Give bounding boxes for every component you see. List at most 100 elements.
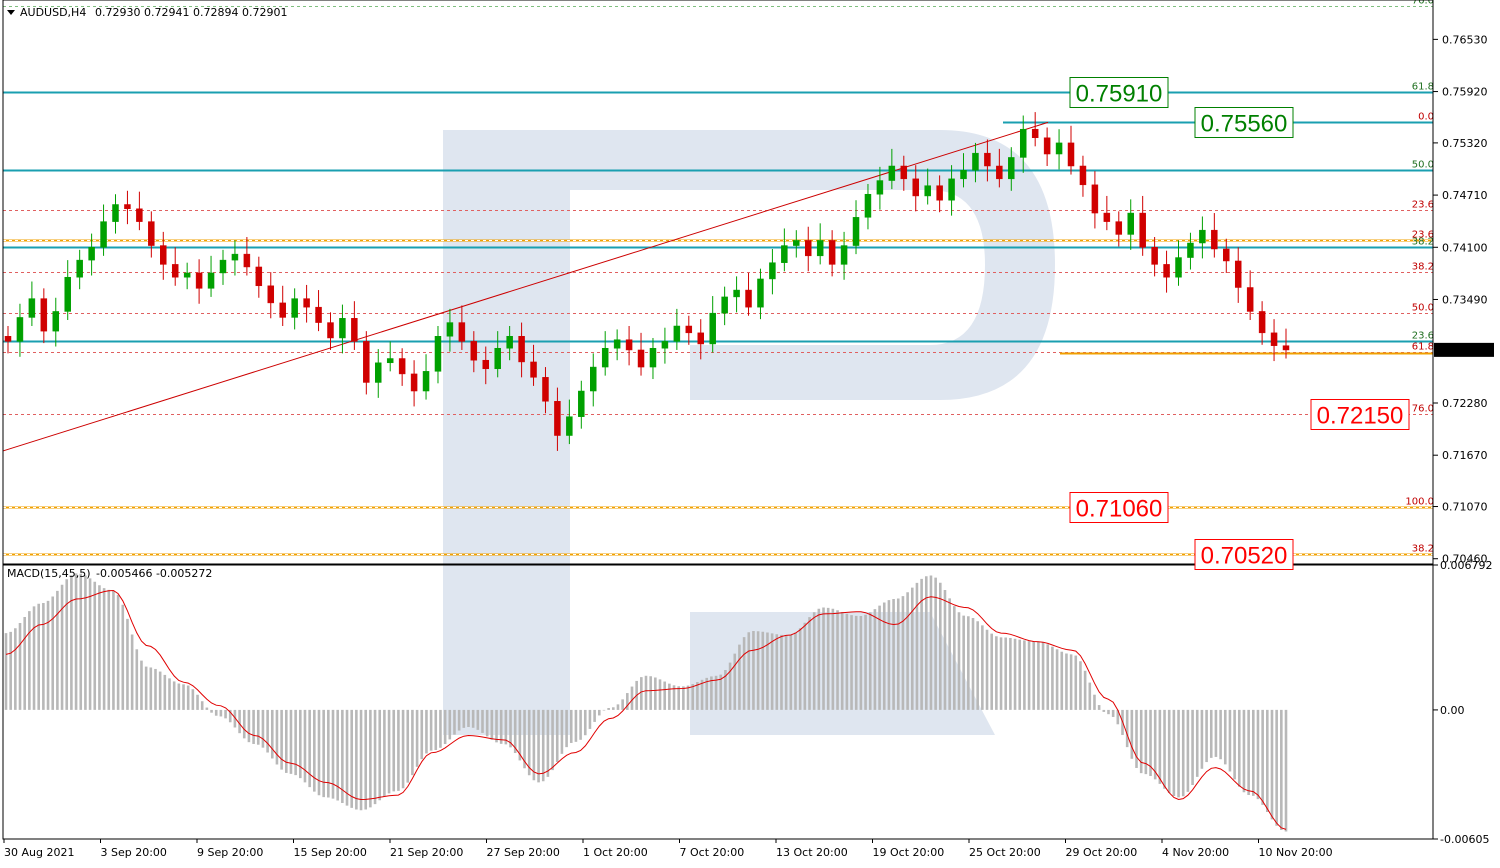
dropdown-icon[interactable]: [7, 10, 15, 15]
candle: [948, 165, 955, 216]
candle-body: [1139, 212, 1146, 248]
candle-body: [1223, 248, 1230, 262]
candle-body: [1151, 247, 1158, 265]
time-tick-label: 9 Sep 20:00: [197, 846, 263, 859]
price-axis: 0.76530 0.75920 0.75320 0.74710 0.74100 0.734…: [1433, 33, 1493, 846]
price-tick-label: 0.74710: [1442, 189, 1488, 202]
candle: [590, 353, 597, 407]
candle-body: [100, 221, 107, 248]
candle: [1187, 232, 1194, 270]
candle-body: [685, 325, 693, 334]
candle-body: [40, 298, 48, 332]
candle-body: [183, 272, 191, 278]
candle-body: [745, 289, 752, 308]
candle: [434, 325, 442, 384]
candle-body: [124, 204, 131, 210]
candle-body: [482, 359, 490, 370]
candle-body: [28, 298, 36, 318]
candle: [745, 272, 752, 316]
candle: [816, 223, 824, 265]
candle: [16, 303, 24, 357]
candle-body: [327, 322, 334, 339]
candle: [315, 290, 322, 332]
candle: [279, 285, 286, 326]
candle: [195, 259, 203, 304]
candle-body: [996, 165, 1003, 180]
candle: [231, 240, 239, 276]
candle-body: [16, 317, 24, 342]
candle: [1067, 125, 1075, 175]
candle-body: [793, 240, 800, 246]
candle-body: [530, 361, 537, 378]
price-tick-label: 0.72280: [1442, 397, 1488, 410]
candle: [1163, 250, 1170, 293]
candle-body: [1079, 165, 1087, 186]
level-box-value: 0.71060: [1076, 496, 1163, 523]
level-box-frame: [1310, 399, 1410, 430]
candle: [1211, 213, 1218, 258]
fib-level-label: 38.2: [1412, 237, 1434, 248]
candle: [864, 183, 872, 230]
candle: [1234, 247, 1242, 303]
time-axis: 30 Aug 2021 3 Sep 20:00 9 Sep 20:00 15 Sep …: [3, 839, 1333, 859]
candle-body: [171, 264, 179, 278]
candle-body: [578, 390, 585, 417]
fib-level-label: 76.0: [1412, 0, 1434, 7]
candle-body: [1043, 137, 1051, 155]
candle-body: [721, 296, 728, 314]
candle: [1103, 195, 1111, 231]
candle: [554, 387, 561, 451]
candle: [840, 231, 848, 280]
current-price-tag: 0.72901: [1434, 342, 1494, 357]
candle: [124, 190, 131, 225]
fib-level-label: 38.2: [1412, 544, 1434, 555]
time-tick-label: 3 Sep 20:00: [101, 846, 167, 859]
macd-tick-label: 0.00: [1440, 704, 1465, 717]
candle-body: [697, 332, 704, 345]
fib-level-label: 50.0: [1412, 160, 1434, 171]
candle: [40, 288, 48, 344]
candle-body: [1115, 221, 1123, 235]
candle: [375, 349, 382, 398]
symbol-label: AUDUSD,H4: [20, 6, 86, 19]
candles: [4, 112, 1290, 451]
level-box: 0.72150: [1310, 399, 1410, 430]
candle: [398, 348, 406, 386]
candle: [160, 231, 167, 280]
candle-body: [255, 266, 263, 287]
candle: [267, 272, 275, 319]
watermark-shape-top: [443, 130, 1055, 735]
fib-level-label: 76.0: [1412, 404, 1434, 415]
candle: [1055, 129, 1063, 170]
candle-body: [972, 152, 979, 171]
candle-body: [470, 341, 478, 361]
candle: [1031, 112, 1039, 147]
candle-body: [76, 259, 83, 278]
candle: [685, 315, 693, 345]
candle: [1223, 238, 1230, 273]
candle: [625, 325, 633, 366]
candle: [1282, 328, 1290, 359]
candle-body: [637, 349, 645, 368]
candle: [601, 331, 609, 376]
level-box-frame: [1194, 107, 1294, 138]
candle-body: [673, 325, 681, 342]
candle-body: [840, 245, 848, 265]
level-box-frame: [1069, 492, 1169, 523]
candle-body: [1282, 345, 1290, 351]
candle-body: [88, 247, 95, 261]
candle: [327, 312, 334, 350]
candle-body: [1067, 142, 1075, 167]
candle: [649, 337, 657, 380]
chart-frame: [2, 0, 1434, 840]
candle: [183, 262, 191, 290]
candle-body: [566, 416, 573, 436]
candle: [900, 155, 908, 191]
candle-body: [4, 336, 12, 342]
trendline-layer: [2, 121, 1049, 452]
candle: [852, 200, 860, 255]
candle: [422, 354, 430, 400]
candle: [1175, 240, 1182, 286]
candle-body: [518, 336, 525, 363]
